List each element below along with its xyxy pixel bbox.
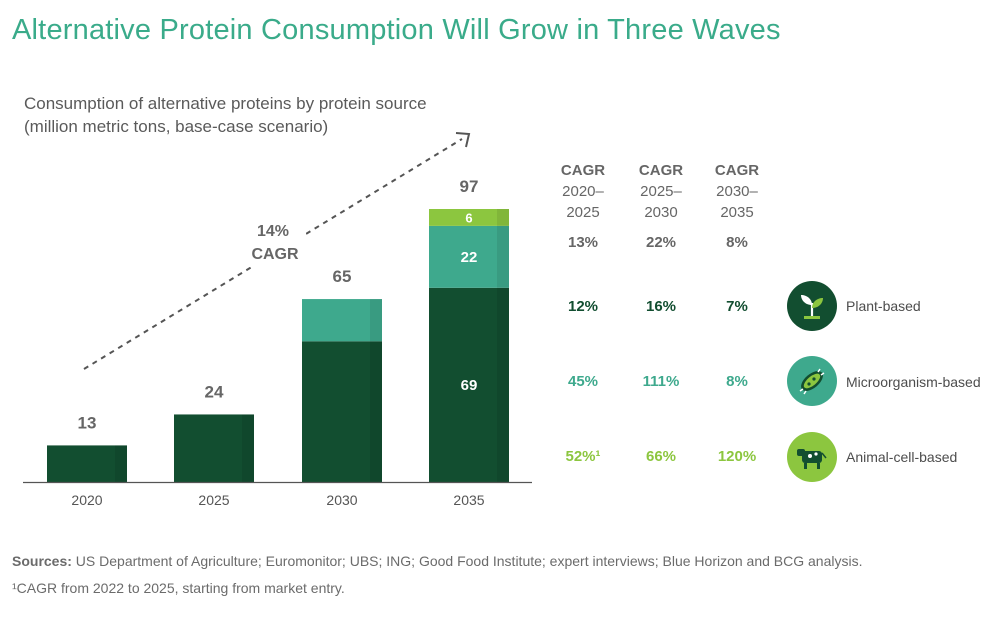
- x-tick-label-2030: 2030: [326, 492, 357, 508]
- x-tick-label-2035: 2035: [453, 492, 484, 508]
- bar-2025-plant-based: [174, 414, 254, 482]
- cagr-plant-1: 12%: [567, 298, 599, 315]
- cagr-micro-3: 8%: [726, 373, 748, 390]
- cagr-header-2025-2030: CAGR 2025– 2030: [626, 160, 696, 223]
- cagr-header-label: CAGR: [638, 162, 684, 179]
- cagr-total-3: 8%: [726, 234, 748, 251]
- cow-icon: [787, 432, 837, 482]
- cagr-period-2-b: 2030: [644, 204, 678, 221]
- cagr-micro-1: 45%: [567, 373, 599, 390]
- sources-label: Sources:: [12, 553, 72, 569]
- total-label-2035: 97: [460, 177, 479, 196]
- sources-text: US Department of Agriculture; Euromonito…: [71, 553, 863, 569]
- cagr-plant-3: 7%: [726, 298, 748, 315]
- plant-sprout-icon: [787, 281, 837, 331]
- cagr-period-3-b: 2035: [720, 204, 754, 221]
- cagr-header-label: CAGR: [714, 162, 760, 179]
- legend-microorganism-based: Microorganism-based: [846, 374, 981, 390]
- bar-2035-animal-cell-based: [429, 209, 509, 226]
- cagr-label-backdrop: [244, 219, 306, 267]
- bar-shade-2025-plant-based: [242, 414, 254, 482]
- cagr-animal-2: 66%: [645, 448, 677, 465]
- cagr-total-1: 13%: [567, 234, 599, 251]
- bar-shade-2035-microorganism-based: [497, 225, 509, 288]
- footnote: ¹CAGR from 2022 to 2025, starting from m…: [12, 580, 345, 596]
- cagr-plant-2: 16%: [645, 298, 677, 315]
- legend-animal-cell-based: Animal-cell-based: [846, 449, 958, 465]
- subtitle-line-2: (million metric tons, base-case scenario…: [24, 117, 329, 136]
- cagr-overall-value: 14%: [257, 223, 289, 240]
- cagr-header-2030-2035: CAGR 2030– 2035: [702, 160, 772, 223]
- segment-label-2035-animal-cell-based: 6: [465, 210, 472, 225]
- total-label-2020: 13: [78, 413, 97, 432]
- bar-2030-microorganism-based: [302, 299, 382, 342]
- total-label-2025: 24: [205, 382, 224, 401]
- cagr-period-1-b: 2025: [566, 204, 600, 221]
- cagr-period-3-a: 2030–: [716, 183, 758, 200]
- bar-2035-microorganism-based: [429, 225, 509, 288]
- segment-label-2035-microorganism-based: 22: [461, 249, 478, 266]
- cagr-period-2-a: 2025–: [640, 183, 682, 200]
- cagr-animal-1: 52%¹: [565, 448, 601, 465]
- bar-shade-2030-plant-based: [370, 341, 382, 482]
- bar-shade-2030-microorganism-based: [370, 299, 382, 342]
- microorganism-icon-glyph: [799, 368, 825, 395]
- cagr-micro-2: 111%: [642, 373, 680, 390]
- cagr-total-2: 22%: [645, 234, 677, 251]
- total-label-2030: 65: [333, 267, 352, 286]
- microorganism-icon: [787, 356, 837, 406]
- cagr-period-1-a: 2020–: [562, 183, 604, 200]
- segment-label-2035-plant-based: 69: [461, 377, 478, 394]
- cagr-animal-3: 120%: [717, 448, 757, 465]
- bar-shade-2035-plant-based: [497, 287, 509, 482]
- cagr-header-2020-2025: CAGR 2020– 2025: [548, 160, 618, 223]
- bar-shade-2035-animal-cell-based: [497, 209, 509, 226]
- bar-shade-2020-plant-based: [115, 445, 127, 482]
- bar-2020-plant-based: [47, 445, 127, 482]
- cagr-header-label: CAGR: [560, 162, 606, 179]
- bar-2035-plant-based: [429, 287, 509, 482]
- x-tick-label-2020: 2020: [71, 492, 102, 508]
- x-tick-label-2025: 2025: [198, 492, 229, 508]
- plant-sprout-icon-glyph: [801, 295, 823, 319]
- sources-note: Sources: US Department of Agriculture; E…: [12, 553, 863, 569]
- subtitle-line-1: Consumption of alternative proteins by p…: [24, 94, 427, 113]
- cow-icon-glyph: [797, 449, 827, 469]
- chart-subtitle: Consumption of alternative proteins by p…: [24, 92, 427, 138]
- bar-2030-plant-based: [302, 341, 382, 482]
- cagr-trend-arrowhead: [455, 132, 471, 148]
- legend-plant-based: Plant-based: [846, 298, 921, 314]
- cagr-overall-label: CAGR: [251, 246, 299, 263]
- chart-title: Alternative Protein Consumption Will Gro…: [12, 14, 781, 46]
